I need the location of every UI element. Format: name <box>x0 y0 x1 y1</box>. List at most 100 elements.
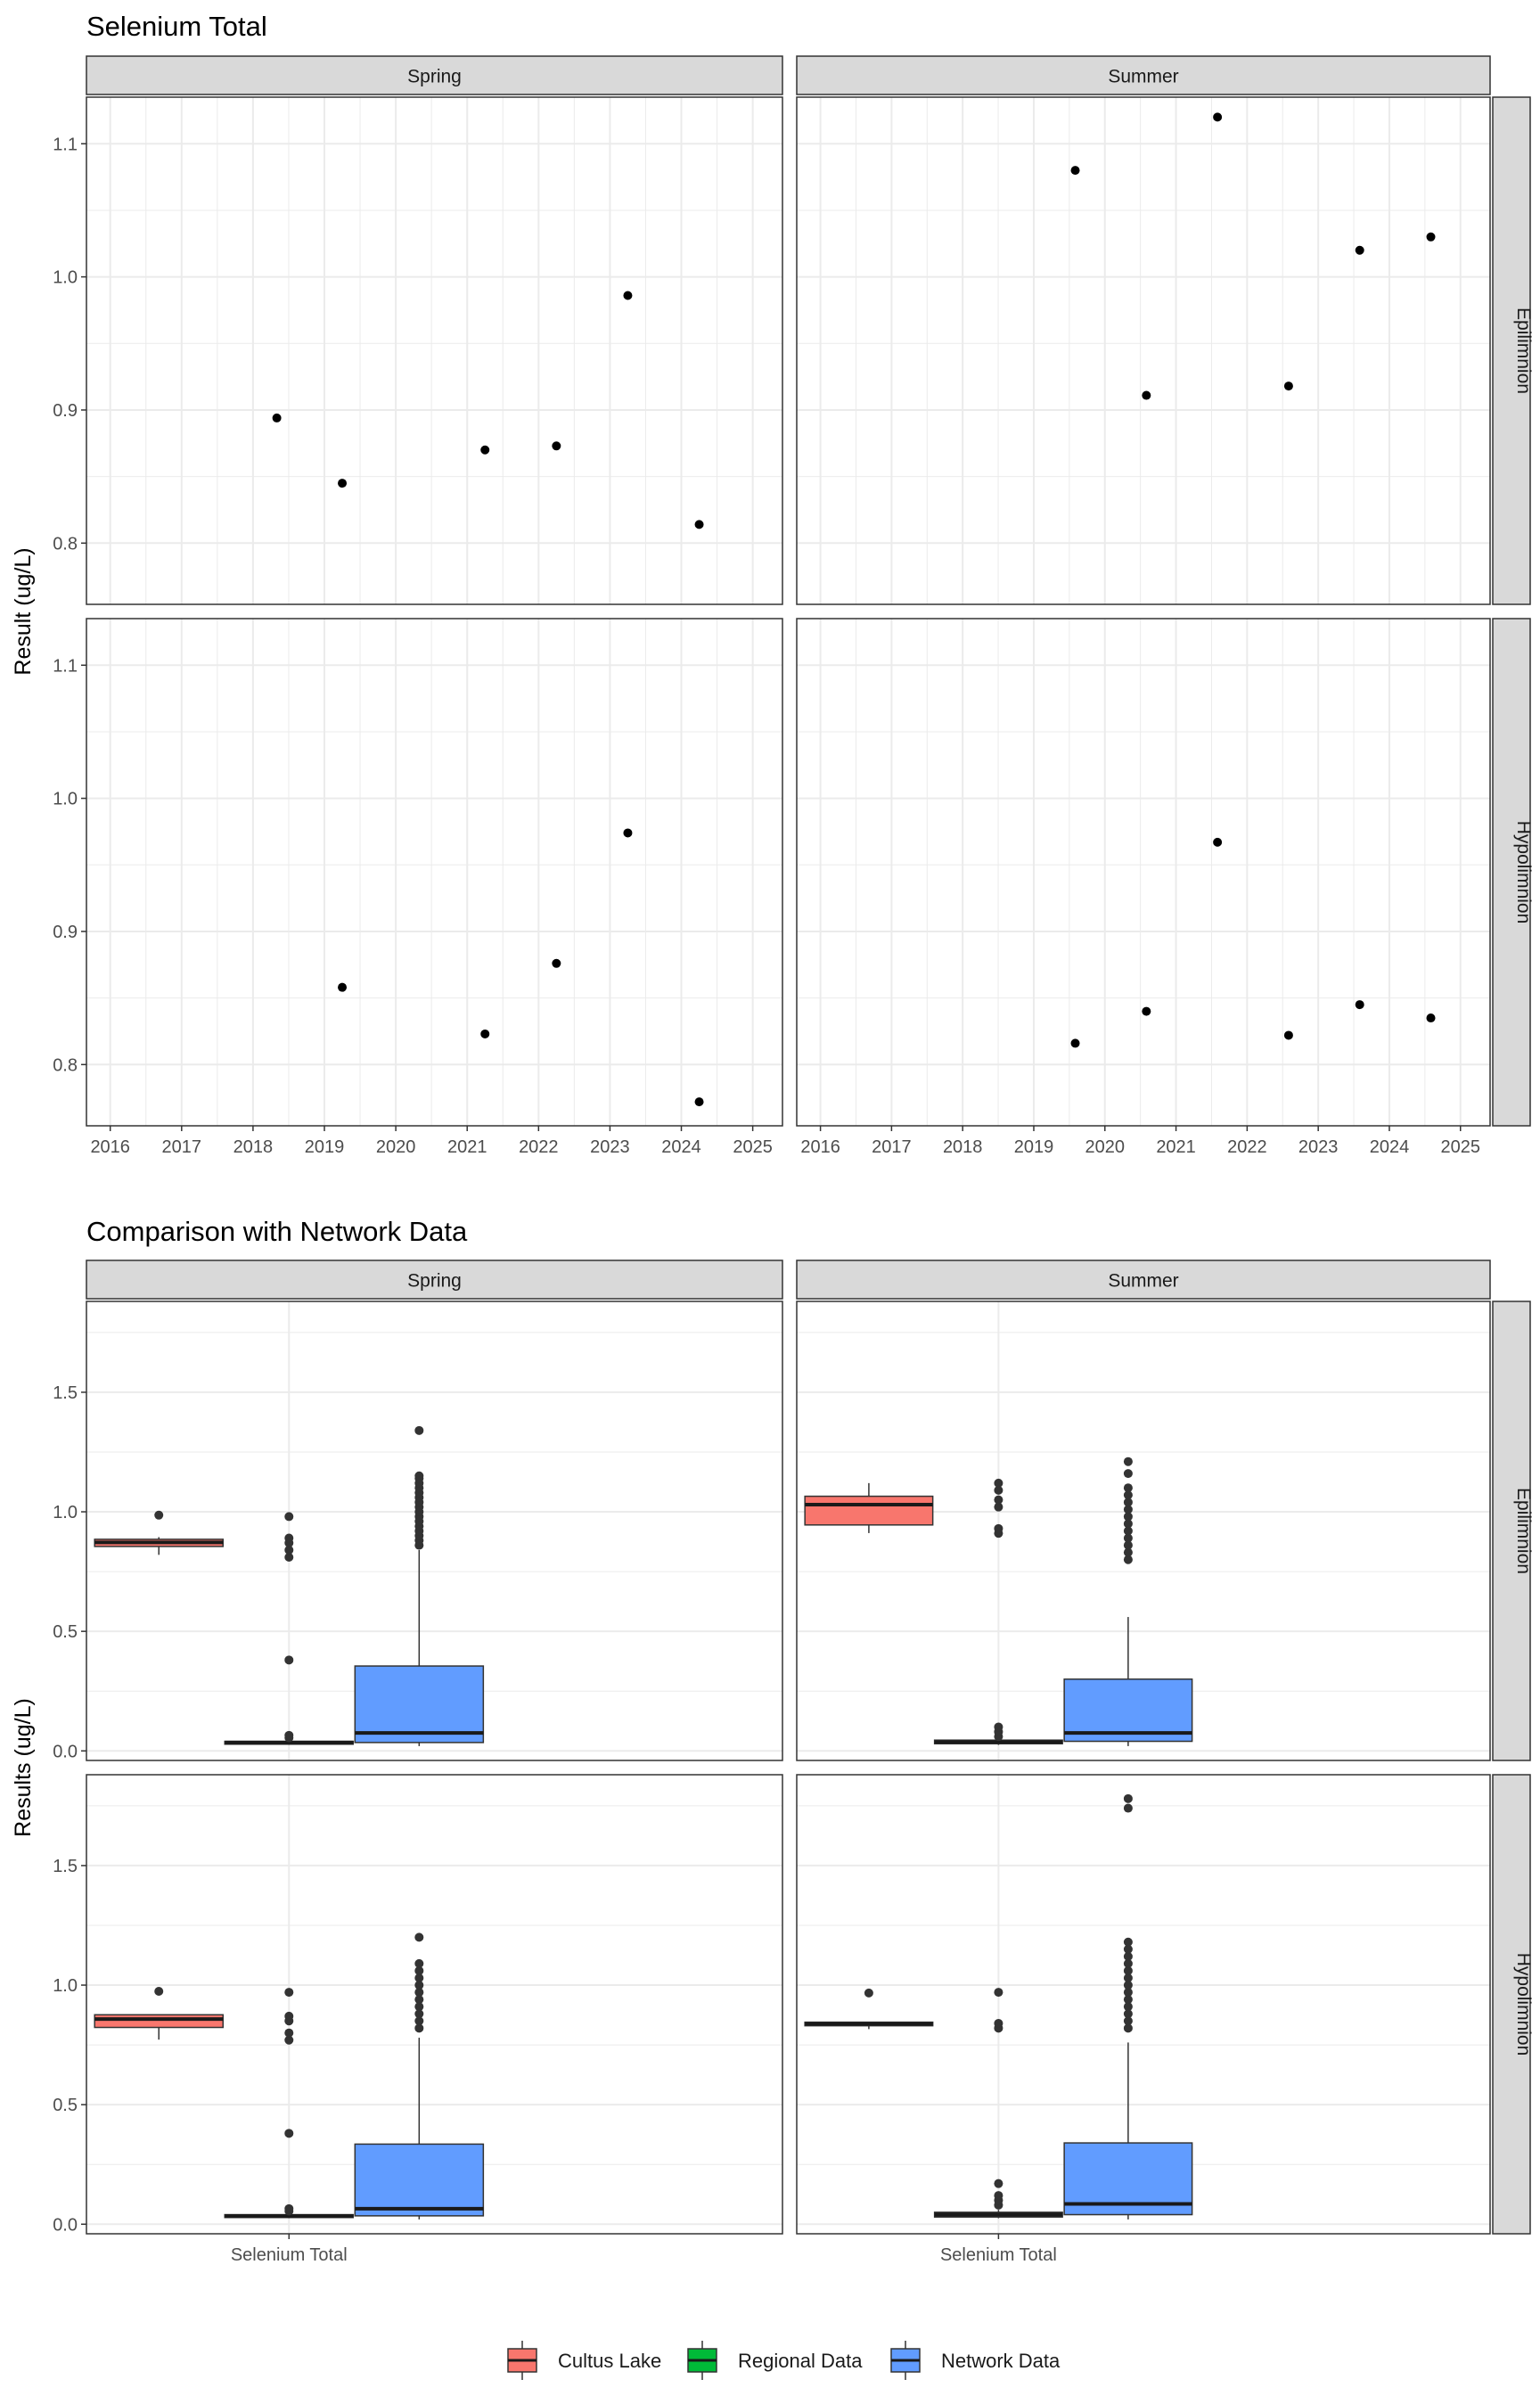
x-tick-label: 2017 <box>872 1137 912 1157</box>
facet-label-summer: Summer <box>1108 1271 1178 1292</box>
data-point <box>694 1097 704 1107</box>
outlier-point <box>1123 1965 1133 1975</box>
data-point <box>1142 390 1151 400</box>
facet-label-hypolimnion: Hypolimnion <box>1513 821 1534 924</box>
outlier-point <box>1123 1490 1133 1500</box>
x-tick-label: 2024 <box>1370 1137 1410 1157</box>
outlier-point <box>1123 1944 1133 1954</box>
outlier-point <box>414 1995 424 2005</box>
data-point <box>552 441 561 451</box>
panel-background <box>797 97 1490 604</box>
outlier-point <box>994 2018 1003 2028</box>
outlier-point <box>284 1512 294 1522</box>
outlier-point <box>284 1545 294 1555</box>
outlier-point <box>1123 1505 1133 1514</box>
box-network-data <box>354 2143 485 2217</box>
chart-title-trend: Selenium Total <box>86 11 267 42</box>
outlier-point <box>414 1965 424 1975</box>
facet-label-hypolimnion: Hypolimnion <box>1513 1953 1534 2056</box>
outlier-point <box>1123 1519 1133 1529</box>
outlier-point <box>284 2028 294 2038</box>
data-point <box>1355 245 1364 255</box>
outlier-point <box>1123 1498 1133 1507</box>
outlier-point <box>1123 1547 1133 1557</box>
outlier-point <box>994 1722 1003 1732</box>
outlier-point <box>1123 1973 1133 1982</box>
x-tick-label: 2020 <box>1085 1137 1126 1157</box>
facet-strip-hypolimnion <box>1492 618 1531 1127</box>
outlier-point <box>284 1533 294 1543</box>
outlier-point <box>1123 1469 1133 1479</box>
y-tick-label: 0.9 <box>53 401 78 421</box>
panel-border <box>86 96 783 605</box>
outlier-point <box>1123 1981 1133 1990</box>
outlier-point <box>414 1425 424 1435</box>
facet-strip-summer <box>796 55 1491 95</box>
legend-label-network-data: Network Data <box>941 2350 1061 2372</box>
x-tick-label: 2025 <box>1441 1137 1481 1157</box>
data-point <box>1142 1006 1151 1016</box>
data-point <box>1426 232 1436 242</box>
outlier-point <box>1123 2002 1133 2012</box>
outlier-point <box>284 2129 294 2138</box>
outlier-point <box>414 2023 424 2033</box>
facet-strip-spring <box>86 1260 783 1300</box>
y-axis-title: Result (ug/L) <box>11 547 36 675</box>
outlier-point <box>284 1730 294 1740</box>
outlier-point <box>1123 1526 1133 1536</box>
facet-label-epilimnion: Epilimnion <box>1513 308 1534 394</box>
outlier-point <box>414 2016 424 2026</box>
x-tick-label: 2023 <box>1298 1137 1339 1157</box>
data-point <box>272 413 282 423</box>
x-tick-label: 2018 <box>233 1137 274 1157</box>
data-point <box>1070 166 1080 176</box>
data-point <box>480 445 490 455</box>
facet-label-spring: Spring <box>407 1271 462 1292</box>
facet-label-spring: Spring <box>407 67 462 87</box>
box-network-data <box>354 1665 485 1744</box>
y-tick-label: 0.0 <box>53 1742 78 1761</box>
data-point <box>1283 1030 1293 1040</box>
panel-border <box>796 1774 1491 2235</box>
outlier-point <box>864 1988 873 1998</box>
y-tick-label: 0.9 <box>53 923 78 942</box>
x-tick-label: 2022 <box>519 1137 559 1157</box>
panel-border <box>86 1774 783 2235</box>
outlier-point <box>1123 1995 1133 2005</box>
facet-strip-epilimnion <box>1492 1301 1531 1761</box>
panel-border <box>86 618 783 1127</box>
outlier-point <box>154 1987 164 1997</box>
outlier-point <box>994 1478 1003 1488</box>
facet-strip-spring <box>86 55 783 95</box>
outlier-point <box>414 1958 424 1968</box>
y-tick-label: 0.0 <box>53 2215 78 2235</box>
y-tick-label: 1.0 <box>53 1503 78 1522</box>
outlier-point <box>1123 1958 1133 1968</box>
outlier-point <box>1123 1793 1133 1803</box>
box-cultus-lake <box>94 2014 224 2029</box>
chart-title-comparison: Comparison with Network Data <box>86 1216 468 1247</box>
x-tick-label: 2017 <box>162 1137 202 1157</box>
panel-background <box>86 619 782 1126</box>
outlier-point <box>284 2035 294 2045</box>
y-tick-label: 1.0 <box>53 790 78 809</box>
y-tick-label: 0.5 <box>53 2096 78 2115</box>
outlier-point <box>284 1988 294 1998</box>
x-tick-label: 2016 <box>90 1137 130 1157</box>
outlier-point <box>1123 1512 1133 1522</box>
panel-background <box>797 619 1490 1126</box>
data-point <box>1213 837 1223 847</box>
outlier-point <box>994 2191 1003 2201</box>
x-tick-label: 2023 <box>590 1137 630 1157</box>
data-point <box>623 291 633 300</box>
data-point <box>1070 1038 1080 1048</box>
x-tick-label: 2021 <box>1156 1137 1196 1157</box>
y-tick-label: 1.1 <box>53 656 78 676</box>
legend-label-cultus-lake: Cultus Lake <box>558 2350 661 2372</box>
outlier-point <box>1123 1988 1133 1998</box>
data-point <box>1283 382 1293 391</box>
outlier-point <box>994 2179 1003 2188</box>
outlier-point <box>284 2203 294 2213</box>
data-point <box>552 958 561 968</box>
y-tick-label: 1.5 <box>53 1383 78 1403</box>
